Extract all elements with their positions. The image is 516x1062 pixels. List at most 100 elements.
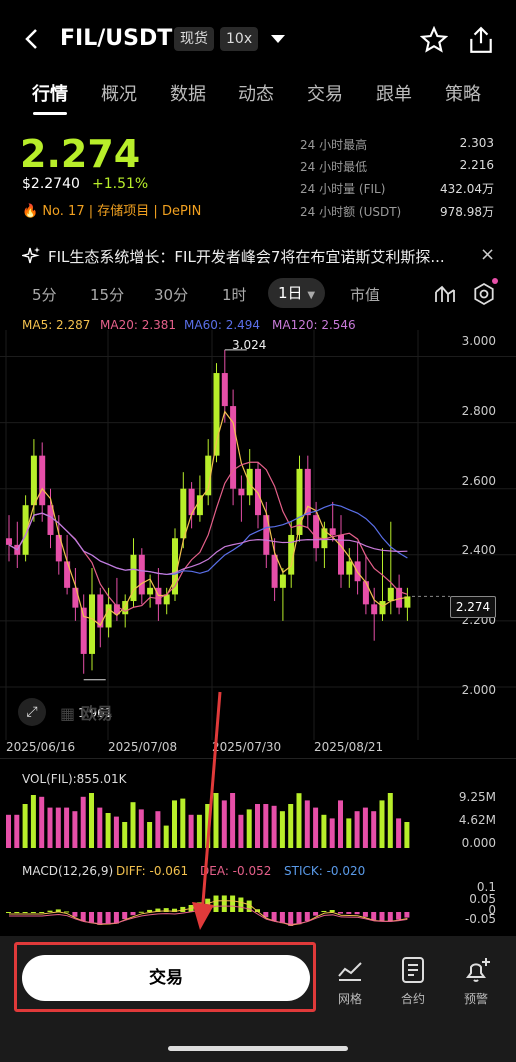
main-tabs: 行情 概况 数据 动态 交易 跟单 策略 <box>0 74 516 115</box>
date-label: 2025/07/08 <box>108 740 178 754</box>
ma60-label: MA60: 2.494 <box>184 318 261 332</box>
tf-5m[interactable]: 5分 <box>32 286 57 304</box>
tab-news[interactable]: 动态 <box>238 84 274 105</box>
volume-bar <box>89 793 94 848</box>
tab-strategy[interactable]: 策略 <box>445 84 481 105</box>
tf-mcap[interactable]: 市值 <box>350 286 381 304</box>
leverage-tag[interactable]: 10x <box>220 27 259 51</box>
chevron-down-icon[interactable] <box>270 34 286 44</box>
tab-copy[interactable]: 跟单 <box>376 84 412 105</box>
macd-bar <box>288 912 294 926</box>
volume-bar <box>97 807 103 848</box>
candle-body <box>296 468 303 535</box>
tag-storage[interactable]: 存储项目 <box>97 204 150 219</box>
macd-axis-label: 0.05 <box>469 892 496 906</box>
candle-body <box>180 488 187 539</box>
volume-bar <box>246 809 252 848</box>
macd-bar <box>64 911 70 913</box>
volume-bar <box>271 805 277 848</box>
expand-icon[interactable]: ⤢ <box>18 698 46 726</box>
volume-bar <box>362 807 368 848</box>
tab-trade[interactable]: 交易 <box>307 84 343 105</box>
stat-label: 24 小时最低 <box>300 160 368 174</box>
tf-1d-label: 1日 <box>278 284 303 302</box>
tag-depin[interactable]: DePIN <box>161 204 202 219</box>
candle-body <box>371 604 378 615</box>
volume-bar <box>238 814 244 848</box>
candle-body <box>221 373 228 407</box>
macd-bar <box>22 912 28 913</box>
macd-bar <box>362 912 368 917</box>
volume-bar <box>321 814 327 848</box>
macd-bar <box>404 912 410 918</box>
rank-sep: | <box>153 204 158 219</box>
news-ticker[interactable]: FIL生态系统增长：FIL开发者峰会7将在布宜诺斯艾利斯探... <box>48 248 445 266</box>
macd-bar <box>263 912 269 918</box>
rank-label: No. 17 <box>42 204 85 219</box>
candle-body <box>196 495 203 516</box>
volume-bar <box>313 807 319 848</box>
candle-body <box>288 534 295 575</box>
macd-bar <box>221 895 227 912</box>
candle-body <box>205 455 212 496</box>
alert-label[interactable]: 预警 <box>463 992 488 1006</box>
contract-icon[interactable] <box>400 956 426 984</box>
candle-body <box>329 528 336 535</box>
candlestick-chart[interactable] <box>0 330 516 740</box>
close-icon[interactable]: × <box>480 244 496 265</box>
stat-value: 2.303 <box>459 136 494 150</box>
rank-row: 🔥 No. 17 | 存储项目 | DePIN <box>22 200 201 219</box>
price-axis-label: 2.400 <box>461 543 496 557</box>
macd-bar <box>387 912 393 922</box>
last-price: 2.274 <box>20 132 141 176</box>
tf-15m[interactable]: 15分 <box>90 286 125 304</box>
volume-bar <box>304 800 310 848</box>
share-icon[interactable] <box>468 26 494 54</box>
watermark-logo: ▦ 欧易 <box>60 704 113 723</box>
volume-bar <box>296 793 302 848</box>
bell-plus-icon[interactable] <box>462 955 492 985</box>
vol-axis-label: 9.25M <box>458 790 496 804</box>
macd-chart <box>6 895 410 926</box>
tf-1h[interactable]: 1时 <box>222 286 247 304</box>
settings-icon[interactable] <box>472 282 496 306</box>
indicator-icon[interactable] <box>434 284 456 304</box>
current-price-tag: 2.274 <box>450 596 496 618</box>
date-label: 2025/06/16 <box>6 740 76 754</box>
vol-label: VOL(FIL):855.01K <box>22 772 127 786</box>
volume-bar <box>404 822 410 848</box>
back-icon[interactable] <box>22 28 42 50</box>
price-axis-label: 2.800 <box>461 404 496 418</box>
tab-overview[interactable]: 概况 <box>101 84 137 105</box>
spot-tag: 现货 <box>174 27 214 51</box>
candle-body <box>304 468 311 516</box>
ma5-label: MA5: 2.287 <box>22 318 91 332</box>
macd-bar <box>97 912 103 925</box>
volume-bar <box>64 807 70 848</box>
tab-market[interactable]: 行情 <box>32 84 68 105</box>
volume-bar <box>55 807 61 848</box>
candle-body <box>387 587 394 602</box>
grid-icon[interactable] <box>336 958 364 982</box>
macd-bar <box>147 909 153 912</box>
trade-button[interactable]: 交易 <box>22 955 310 1001</box>
candle-body <box>22 505 29 555</box>
grid-label[interactable]: 网格 <box>337 992 362 1006</box>
candle-body <box>279 574 286 588</box>
candle-body <box>72 587 79 608</box>
macd-bar <box>329 910 335 912</box>
ma120-label: MA120: 2.546 <box>272 318 356 332</box>
volume-bar <box>72 811 78 848</box>
star-icon[interactable] <box>420 26 448 54</box>
tab-data[interactable]: 数据 <box>170 84 206 105</box>
ma20-label: MA20: 2.381 <box>100 318 177 332</box>
stat-value: 978.98万 <box>440 205 494 219</box>
volume-bar <box>113 816 119 848</box>
caret-down-icon: ▼ <box>307 290 316 301</box>
candle-body <box>80 607 87 654</box>
pair-title[interactable]: FIL/USDT <box>60 26 173 51</box>
tf-30m[interactable]: 30分 <box>154 286 189 304</box>
tf-1d[interactable]: 1日 ▼ <box>268 278 326 308</box>
macd-bar <box>271 912 277 922</box>
contract-label[interactable]: 合约 <box>400 992 425 1006</box>
